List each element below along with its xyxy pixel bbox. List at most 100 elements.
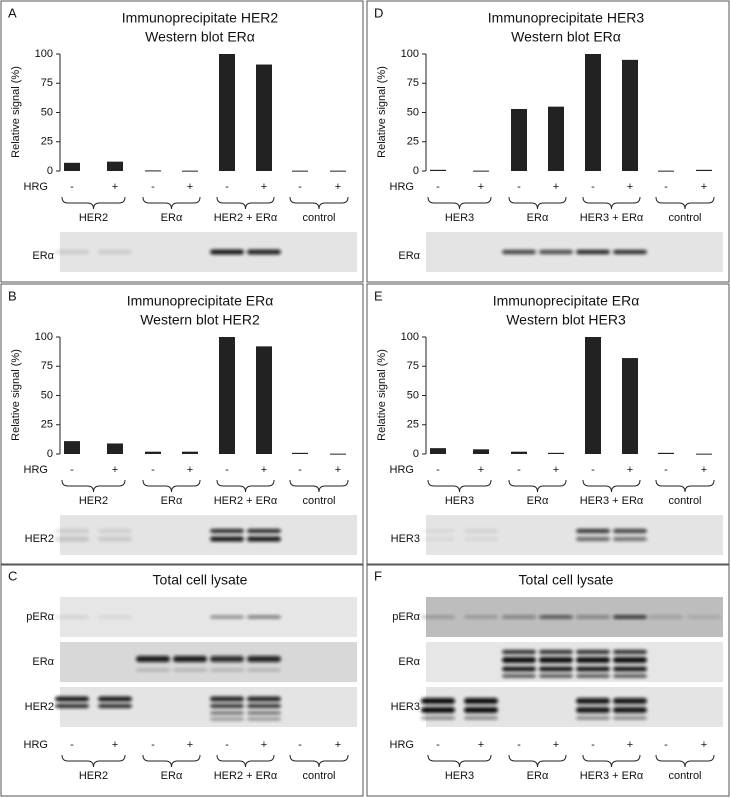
blot-band bbox=[247, 529, 281, 533]
y-tick-label: 75 bbox=[41, 77, 53, 89]
x-tick-label: + bbox=[701, 739, 707, 751]
y-tick-label: 25 bbox=[407, 419, 419, 431]
y-tick-label: 100 bbox=[401, 331, 419, 343]
blot-band bbox=[98, 615, 132, 619]
blot-band bbox=[98, 536, 132, 542]
blot-band bbox=[210, 529, 244, 533]
blot-band bbox=[576, 698, 610, 704]
blot-band bbox=[613, 650, 647, 654]
x-tick-label: - bbox=[151, 739, 155, 751]
x-tick-label: - bbox=[517, 464, 521, 476]
blot-background bbox=[426, 642, 723, 682]
blot-band bbox=[210, 696, 244, 702]
x-tick-label: + bbox=[261, 464, 267, 476]
blot-band bbox=[136, 656, 170, 662]
x-tick-label: + bbox=[187, 464, 193, 476]
blot-band bbox=[247, 717, 281, 721]
x-tick-label: + bbox=[627, 739, 633, 751]
x-tick-label: - bbox=[436, 464, 440, 476]
treatment-label: HRG bbox=[24, 464, 48, 476]
bar bbox=[585, 337, 601, 454]
x-tick-label: + bbox=[335, 181, 341, 193]
panel: F Total cell lysate pERα ERα HER3 HRG - + - + - + - +… bbox=[366, 563, 730, 797]
bar bbox=[696, 453, 712, 455]
y-tick-label: 50 bbox=[407, 106, 419, 118]
bar bbox=[330, 170, 346, 172]
blot-label: HER2 bbox=[25, 701, 54, 713]
blot-band bbox=[613, 657, 647, 663]
blot-band bbox=[464, 707, 498, 713]
x-tick-label: - bbox=[298, 181, 302, 193]
y-tick-label: 0 bbox=[47, 165, 53, 177]
x-tick-label: - bbox=[151, 464, 155, 476]
x-tick-label: - bbox=[664, 181, 668, 193]
blot-band bbox=[464, 698, 498, 704]
bar bbox=[64, 162, 80, 171]
blot-band bbox=[613, 666, 647, 672]
blot-band bbox=[247, 656, 281, 662]
y-tick-label: 50 bbox=[407, 389, 419, 401]
blot-band bbox=[539, 650, 573, 654]
x-tick-label: + bbox=[261, 181, 267, 193]
bar bbox=[219, 337, 235, 454]
y-tick-label: 25 bbox=[41, 136, 53, 148]
group-label: HER2 + ERα bbox=[214, 770, 278, 782]
group-label: HER2 + ERα bbox=[214, 495, 278, 507]
x-tick-label: - bbox=[436, 739, 440, 751]
x-tick-label: - bbox=[591, 464, 595, 476]
group-brace bbox=[508, 196, 567, 210]
y-tick-label: 75 bbox=[41, 360, 53, 372]
treatment-label: HRG bbox=[390, 739, 414, 751]
blot-band bbox=[576, 716, 610, 720]
blot-band bbox=[173, 668, 207, 672]
blot-band bbox=[210, 704, 244, 708]
blot-band bbox=[576, 657, 610, 663]
x-tick-label: - bbox=[70, 464, 74, 476]
chart-title: Immunoprecipitate HER2 bbox=[122, 10, 279, 26]
group-brace bbox=[427, 479, 492, 493]
panel-border bbox=[0, 283, 364, 566]
bar bbox=[330, 453, 346, 455]
panel-letter: D bbox=[374, 5, 383, 20]
chart-subtitle: Western blot HER3 bbox=[506, 312, 626, 328]
blot-band bbox=[539, 666, 573, 672]
bar bbox=[145, 170, 161, 172]
chart-title: Immunoprecipitate ERα bbox=[127, 293, 274, 309]
y-tick-label: 25 bbox=[41, 419, 53, 431]
blot-band bbox=[98, 249, 132, 255]
group-label: ERα bbox=[161, 495, 183, 507]
chart-subtitle: Western blot ERα bbox=[511, 29, 621, 45]
blot-band bbox=[687, 615, 721, 619]
bar bbox=[256, 64, 272, 171]
chart-subtitle: Western blot ERα bbox=[145, 29, 255, 45]
blot-band bbox=[539, 615, 573, 619]
blot-band bbox=[55, 249, 89, 255]
group-label: HER3 + ERα bbox=[580, 495, 644, 507]
blot-band bbox=[576, 250, 610, 254]
blot-label: ERα bbox=[32, 250, 54, 262]
blot-band bbox=[576, 650, 610, 654]
y-axis-label: Relative signal (%) bbox=[10, 349, 22, 441]
blot-label: HER2 bbox=[25, 533, 54, 545]
blot-band bbox=[210, 615, 244, 619]
x-tick-label: - bbox=[298, 739, 302, 751]
x-tick-label: - bbox=[151, 181, 155, 193]
blot-background bbox=[60, 642, 357, 682]
panel: A Immunoprecipitate HER2 Western blot ERα R… bbox=[0, 0, 364, 283]
blot-band bbox=[576, 674, 610, 678]
chart-title: Total cell lysate bbox=[153, 572, 248, 588]
x-tick-label: + bbox=[701, 464, 707, 476]
bar bbox=[430, 448, 446, 454]
blot-band bbox=[55, 696, 89, 702]
bar bbox=[292, 452, 308, 454]
group-brace bbox=[142, 754, 201, 768]
blot-band bbox=[539, 250, 573, 254]
group-label: ERα bbox=[527, 212, 549, 224]
x-tick-label: - bbox=[517, 739, 521, 751]
x-tick-label: + bbox=[335, 739, 341, 751]
blot-band bbox=[247, 704, 281, 708]
blot-band bbox=[421, 707, 455, 713]
group-label: HER3 + ERα bbox=[580, 770, 644, 782]
blot-band bbox=[613, 707, 647, 713]
group-label: control bbox=[302, 770, 335, 782]
